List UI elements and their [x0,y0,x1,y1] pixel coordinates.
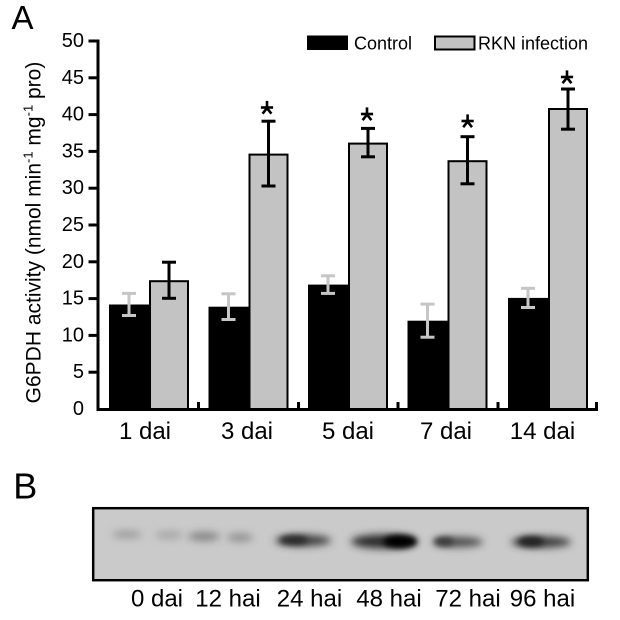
svg-text:10: 10 [62,324,84,346]
svg-text:0 dai: 0 dai [131,586,183,613]
svg-text:Control: Control [354,34,412,54]
svg-text:G6PDH activity (nmol min-1 mg-: G6PDH activity (nmol min-1 mg-1 pro) [21,62,46,404]
svg-text:5: 5 [73,361,84,383]
svg-text:45: 45 [62,67,84,89]
svg-text:96 hai: 96 hai [510,586,575,613]
svg-text:20: 20 [62,251,84,273]
svg-text:24 hai: 24 hai [277,586,342,613]
svg-text:A: A [12,0,34,36]
svg-text:50: 50 [62,30,84,52]
svg-text:12 hai: 12 hai [195,586,260,613]
svg-text:35: 35 [62,140,84,162]
svg-text:3 dai: 3 dai [221,418,273,445]
svg-text:B: B [13,466,37,507]
svg-text:25: 25 [62,214,84,236]
svg-text:72 hai: 72 hai [435,586,500,613]
svg-text:0: 0 [73,398,84,420]
svg-text:1 dai: 1 dai [119,418,171,445]
svg-text:RKN infection: RKN infection [478,34,588,54]
svg-text:5 dai: 5 dai [322,418,374,445]
svg-text:40: 40 [62,104,84,126]
svg-text:7 dai: 7 dai [420,418,472,445]
svg-text:15: 15 [62,288,84,310]
svg-text:30: 30 [62,177,84,199]
svg-text:48 hai: 48 hai [356,586,421,613]
svg-text:14 dai: 14 dai [510,418,575,445]
